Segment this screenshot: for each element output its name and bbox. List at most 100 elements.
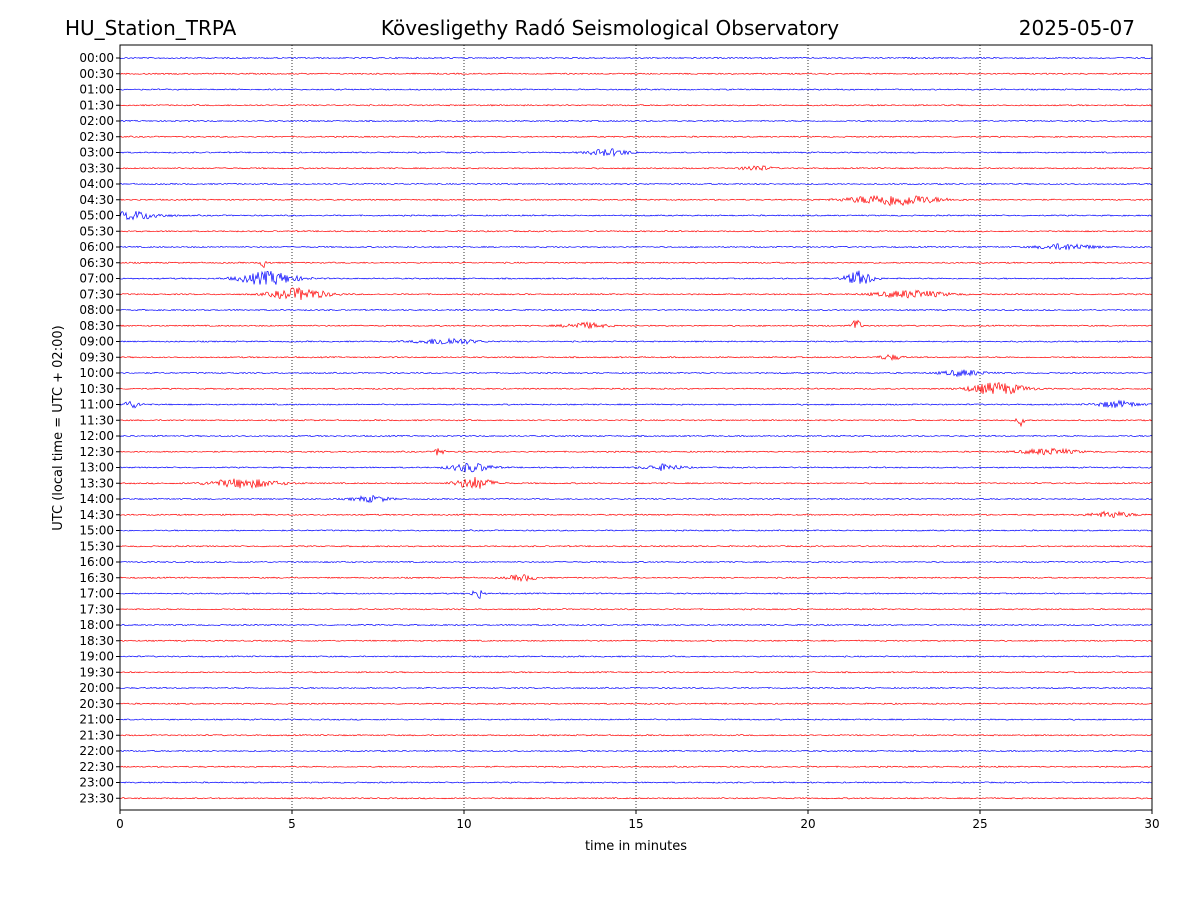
y-tick-label: 17:30 [79, 602, 114, 616]
y-tick-label: 21:30 [79, 728, 114, 742]
trace-2000 [119, 686, 1153, 690]
station-title: HU_Station_TRPA [65, 16, 237, 40]
y-tick-label: 07:00 [79, 272, 114, 286]
observatory-title: Kövesligethy Radó Seismological Observat… [381, 16, 839, 40]
y-tick-label: 06:30 [79, 256, 114, 270]
y-tick-label: 20:30 [79, 697, 114, 711]
y-tick-label: 15:30 [79, 539, 114, 553]
trace-1930 [119, 671, 1153, 674]
trace-0630 [119, 260, 1153, 269]
x-tick-label: 15 [628, 817, 643, 831]
trace-0600 [119, 243, 1153, 251]
y-tick-label: 01:30 [79, 98, 114, 112]
x-axis-ticks: 0 5 10 15 20 25 30 [116, 810, 1160, 831]
x-tick-label: 30 [1144, 817, 1159, 831]
trace-1330 [119, 476, 1153, 490]
y-tick-label: 00:30 [79, 67, 114, 81]
trace-0330 [119, 165, 1153, 172]
trace-group [119, 56, 1153, 800]
y-tick-label: 12:30 [79, 445, 114, 459]
trace-0700 [119, 270, 1153, 285]
trace-1900 [119, 655, 1153, 658]
trace-2030 [119, 702, 1153, 705]
y-tick-label: 20:00 [79, 681, 114, 695]
date-title: 2025-05-07 [1019, 16, 1135, 40]
trace-0030 [119, 72, 1153, 75]
trace-1130 [119, 417, 1153, 428]
trace-1000 [119, 369, 1153, 378]
y-tick-label: 08:00 [79, 303, 114, 317]
trace-0430 [119, 195, 1153, 207]
trace-1430 [119, 510, 1153, 518]
y-tick-label: 18:30 [79, 634, 114, 648]
y-tick-label: 02:30 [79, 130, 114, 144]
trace-0100 [119, 88, 1153, 91]
y-axis-label: UTC (local time = UTC + 02:00) [51, 325, 66, 530]
x-axis-label: time in minutes [585, 839, 687, 854]
trace-1500 [119, 529, 1153, 532]
trace-0200 [119, 119, 1153, 123]
y-tick-label: 10:00 [79, 366, 114, 380]
x-tick-label: 0 [116, 817, 124, 831]
trace-2330 [119, 797, 1153, 800]
trace-2100 [119, 718, 1153, 721]
x-tick-label: 10 [456, 817, 471, 831]
y-tick-label: 03:00 [79, 146, 114, 160]
trace-0000 [119, 56, 1153, 60]
y-tick-label: 03:30 [79, 161, 114, 175]
trace-1230 [119, 447, 1153, 456]
y-tick-label: 06:00 [79, 240, 114, 254]
y-tick-label: 15:00 [79, 524, 114, 538]
trace-1300 [119, 462, 1153, 473]
y-tick-label: 02:00 [79, 114, 114, 128]
y-tick-label: 05:00 [79, 209, 114, 223]
trace-1400 [119, 494, 1153, 504]
trace-2230 [119, 765, 1153, 768]
y-tick-label: 17:00 [79, 587, 114, 601]
y-tick-label: 22:30 [79, 760, 114, 774]
trace-0830 [119, 319, 1153, 330]
trace-1630 [119, 574, 1153, 582]
y-tick-label: 16:00 [79, 555, 114, 569]
y-tick-label: 09:00 [79, 335, 114, 349]
x-tick-label: 5 [288, 817, 296, 831]
y-tick-label: 10:30 [79, 382, 114, 396]
trace-0730 [119, 286, 1153, 301]
y-tick-label: 11:30 [79, 413, 114, 427]
trace-1030 [119, 382, 1153, 395]
trace-2130 [119, 734, 1153, 737]
trace-1600 [119, 560, 1153, 564]
trace-0130 [119, 104, 1153, 107]
trace-0530 [119, 229, 1153, 233]
trace-1100 [119, 399, 1153, 409]
y-tick-label: 08:30 [79, 319, 114, 333]
trace-1730 [119, 608, 1153, 611]
trace-0900 [119, 337, 1153, 345]
y-tick-label: 18:00 [79, 618, 114, 632]
y-tick-label: 19:00 [79, 650, 114, 664]
y-tick-label: 22:00 [79, 744, 114, 758]
y-tick-label: 12:00 [79, 429, 114, 443]
x-tick-label: 25 [972, 817, 987, 831]
trace-2200 [119, 749, 1153, 753]
trace-0930 [119, 354, 1153, 361]
trace-1200 [119, 434, 1153, 438]
y-tick-label: 23:00 [79, 776, 114, 790]
trace-0800 [119, 308, 1153, 312]
trace-1530 [119, 544, 1153, 548]
y-tick-label: 23:30 [79, 791, 114, 805]
y-tick-label: 14:30 [79, 508, 114, 522]
y-tick-label: 09:30 [79, 350, 114, 364]
y-tick-label: 16:30 [79, 571, 114, 585]
y-tick-label: 14:00 [79, 492, 114, 506]
x-tick-label: 20 [800, 817, 815, 831]
y-tick-label: 21:00 [79, 713, 114, 727]
y-tick-label: 13:30 [79, 476, 114, 490]
y-tick-label: 13:00 [79, 461, 114, 475]
trace-1800 [119, 623, 1153, 627]
y-tick-label: 07:30 [79, 287, 114, 301]
y-tick-label: 04:00 [79, 177, 114, 191]
y-tick-label: 01:00 [79, 83, 114, 97]
